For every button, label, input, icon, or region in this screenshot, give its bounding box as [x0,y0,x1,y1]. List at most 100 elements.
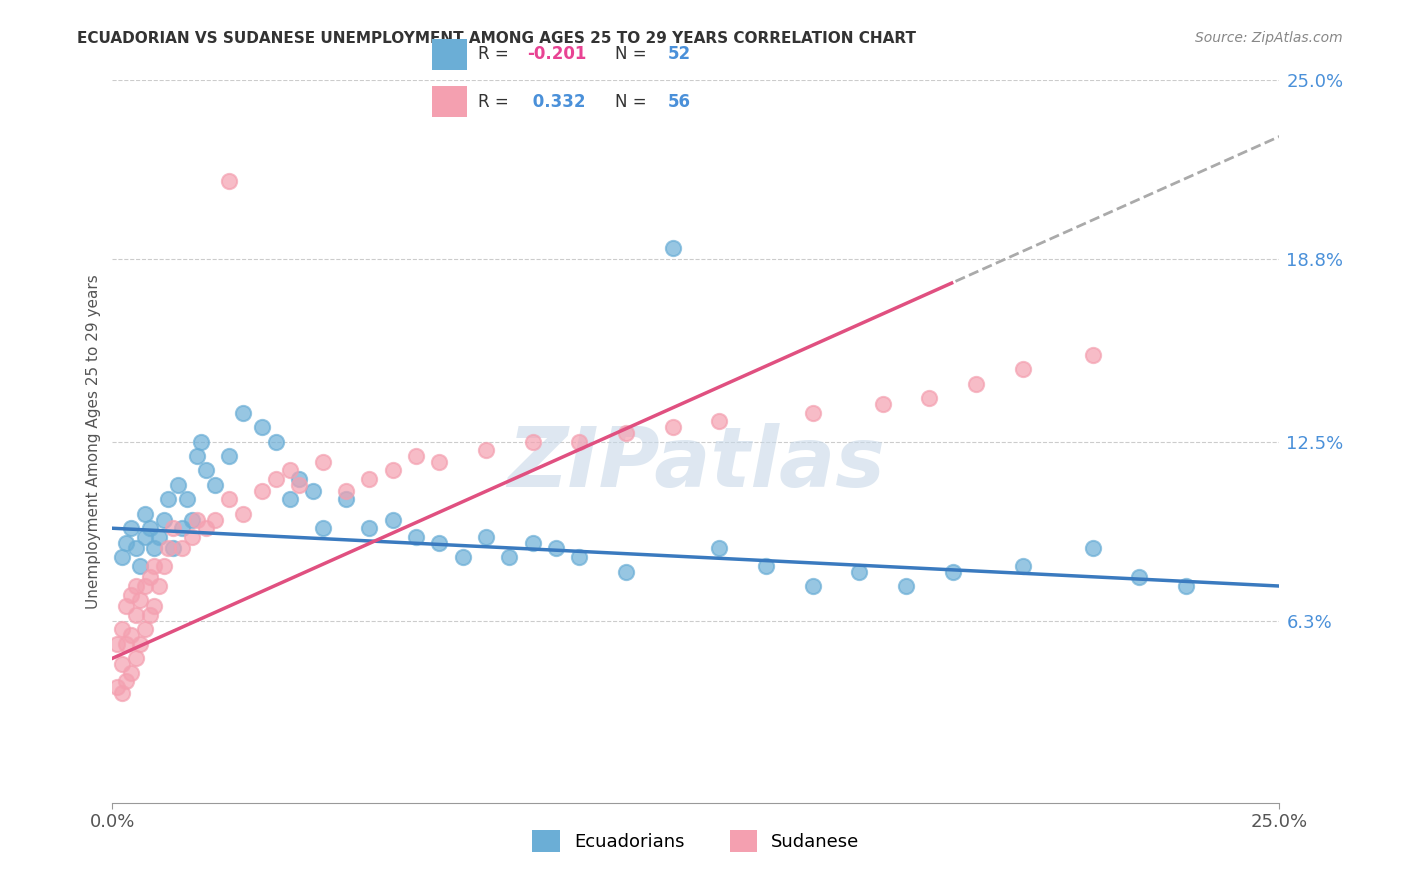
Point [1011,558,1033,573]
Point [134,579,156,593]
Point [153,512,176,526]
Point [120,628,142,642]
Point [801,579,824,593]
Point [153,558,176,573]
Text: R =: R = [478,45,515,63]
Point [134,623,156,637]
Point [148,530,170,544]
Point [204,512,226,526]
Point [120,588,142,602]
Point [801,406,824,420]
Point [105,637,128,651]
Point [176,492,198,507]
Point [157,541,180,556]
Point [115,674,138,689]
Point [755,558,778,573]
Point [264,434,287,449]
Point [129,637,152,651]
Point [1175,579,1198,593]
Point [475,443,498,458]
Point [125,579,148,593]
Point [143,599,166,614]
Y-axis label: Unemployment Among Ages 25 to 29 years: Unemployment Among Ages 25 to 29 years [86,274,101,609]
Point [288,478,311,492]
Point [335,483,357,498]
Point [405,530,427,544]
Point [381,512,404,526]
Point [848,565,870,579]
Point [129,593,152,607]
Point [278,463,301,477]
Point [125,607,148,622]
Point [522,434,544,449]
Text: -0.201: -0.201 [527,45,586,63]
Point [359,472,381,486]
Point [942,565,965,579]
Point [139,570,162,584]
Point [614,565,637,579]
Text: 0.332: 0.332 [527,93,586,111]
Point [278,492,301,507]
Point [172,541,194,556]
Point [115,599,138,614]
Point [186,512,208,526]
Point [190,434,212,449]
Point [180,530,202,544]
Point [148,579,170,593]
Point [872,397,894,411]
Point [166,478,188,492]
Point [120,521,142,535]
Point [965,376,987,391]
Point [544,541,567,556]
Point [1128,570,1150,584]
Point [288,472,311,486]
Point [139,521,162,535]
Point [614,425,637,440]
Point [172,521,194,535]
Text: Source: ZipAtlas.com: Source: ZipAtlas.com [1195,31,1343,45]
Point [894,579,917,593]
Point [232,507,254,521]
Text: R =: R = [478,93,515,111]
Legend: Ecuadorians, Sudanese: Ecuadorians, Sudanese [526,822,866,859]
Point [125,541,148,556]
Text: ECUADORIAN VS SUDANESE UNEMPLOYMENT AMONG AGES 25 TO 29 YEARS CORRELATION CHART: ECUADORIAN VS SUDANESE UNEMPLOYMENT AMON… [77,31,917,46]
Point [232,406,254,420]
Point [451,550,474,565]
Point [204,478,226,492]
Point [194,463,217,477]
Point [359,521,381,535]
Text: N =: N = [616,45,652,63]
Point [709,414,731,428]
Point [918,391,941,405]
Point [162,521,184,535]
FancyBboxPatch shape [433,87,467,117]
Point [475,530,498,544]
Point [111,657,134,671]
Point [522,535,544,549]
Point [250,483,273,498]
Point [186,449,208,463]
Point [264,472,287,486]
Point [180,512,202,526]
Text: 56: 56 [668,93,690,111]
Point [111,623,134,637]
Point [143,558,166,573]
Point [498,550,520,565]
Point [115,637,138,651]
Point [162,541,184,556]
Point [218,492,240,507]
Point [302,483,325,498]
Text: N =: N = [616,93,652,111]
Point [218,449,240,463]
Point [568,550,591,565]
Text: ZIPatlas: ZIPatlas [508,423,884,504]
Point [427,455,450,469]
Point [381,463,404,477]
Point [709,541,731,556]
Point [120,665,142,680]
Point [311,455,333,469]
Point [111,550,134,565]
Point [129,558,152,573]
Point [157,492,180,507]
